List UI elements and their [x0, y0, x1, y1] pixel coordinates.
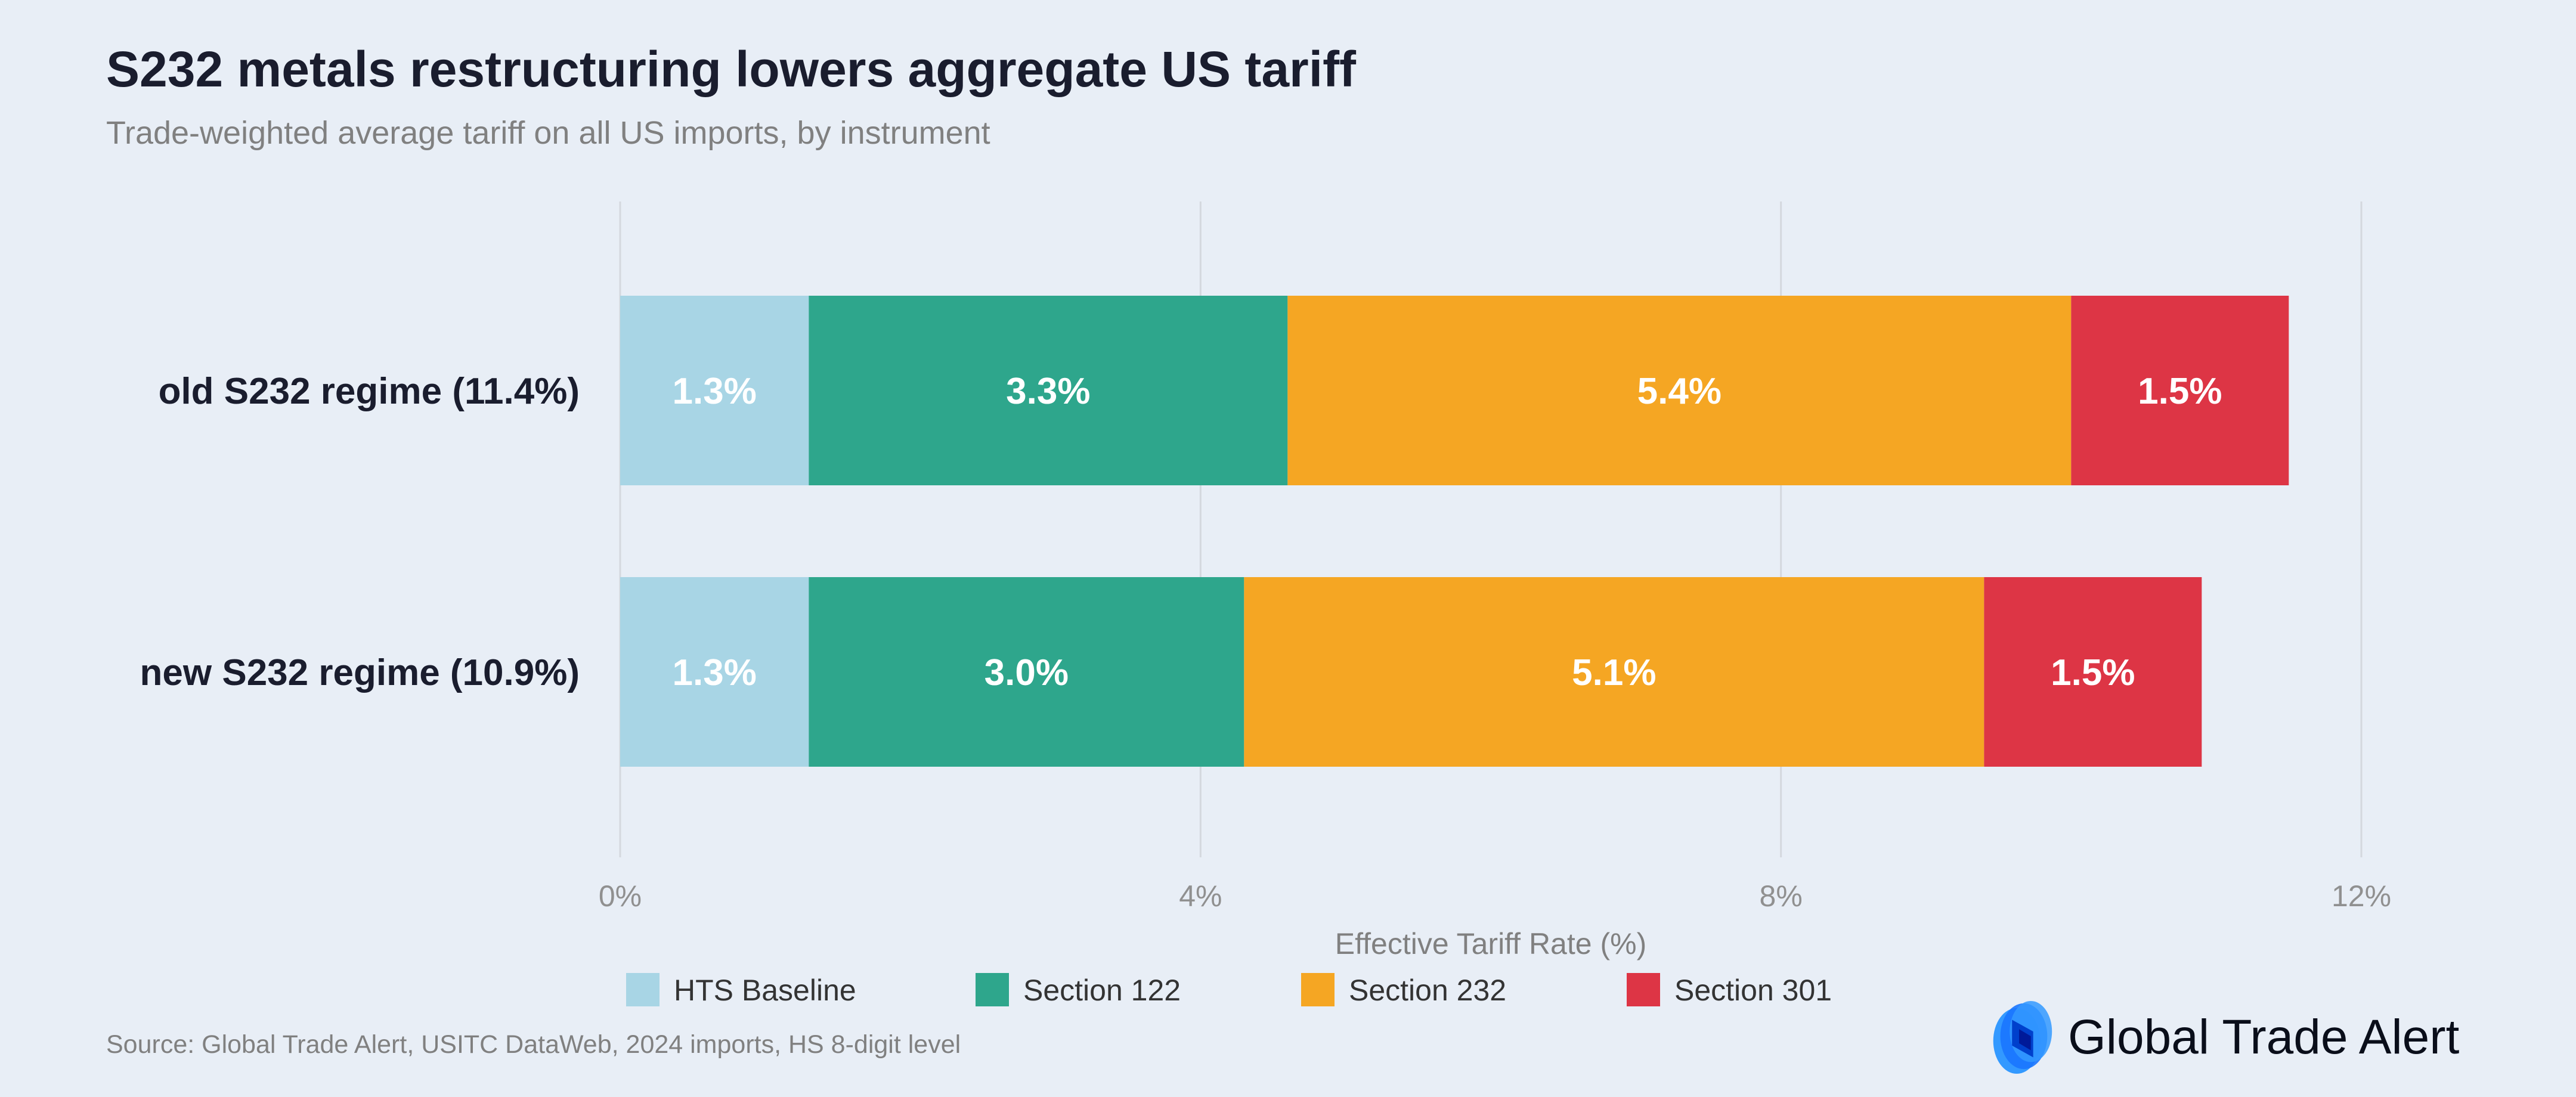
bar-segment-hts-baseline	[620, 296, 809, 485]
gta-logo: Global Trade Alert	[1986, 996, 2459, 1079]
data-label: 1.3%	[673, 371, 757, 412]
legend-swatch	[976, 973, 1009, 1006]
legend-swatch	[1301, 973, 1335, 1006]
legend-label: Section 232	[1349, 974, 1506, 1007]
x-axis-title: Effective Tariff Rate (%)	[1335, 927, 1646, 960]
category-label: new S232 regime (10.9%)	[140, 652, 580, 693]
x-tick-label: 12%	[2332, 879, 2391, 913]
bar-segment-section-232	[1287, 296, 2072, 485]
data-label: 3.3%	[1006, 371, 1090, 412]
legend-label: HTS Baseline	[674, 974, 856, 1007]
chart-title: S232 metals restructuring lowers aggrega…	[106, 41, 1357, 97]
x-tick-label: 4%	[1179, 879, 1222, 913]
bar-segment-section-301	[1984, 577, 2202, 767]
source-note: Source: Global Trade Alert, USITC DataWe…	[106, 1030, 961, 1059]
x-tick-label: 0%	[599, 879, 642, 913]
legend-label: Section 122	[1023, 974, 1181, 1007]
data-label: 1.5%	[2138, 371, 2222, 412]
bar-segment-section-232	[1244, 577, 1984, 767]
legend-label: Section 301	[1674, 974, 1832, 1007]
logo-text: Global Trade Alert	[2068, 1010, 2460, 1064]
data-label: 1.5%	[2051, 652, 2135, 693]
gta-logo-icon	[1993, 1000, 2052, 1074]
category-label: old S232 regime (11.4%)	[159, 371, 580, 412]
bar-segment-section-122	[809, 577, 1244, 767]
legend-swatch	[1627, 973, 1660, 1006]
data-label: 5.4%	[1637, 371, 1722, 412]
bar-segment-section-122	[809, 296, 1288, 485]
data-label: 5.1%	[1572, 652, 1656, 693]
bar-segment-hts-baseline	[620, 577, 809, 767]
data-label: 3.0%	[984, 652, 1069, 693]
bar-segment-section-301	[2071, 296, 2289, 485]
chart-subtitle: Trade-weighted average tariff on all US …	[106, 115, 990, 151]
legend-swatch	[626, 973, 660, 1006]
data-label: 1.3%	[673, 652, 757, 693]
x-tick-label: 8%	[1760, 879, 1803, 913]
